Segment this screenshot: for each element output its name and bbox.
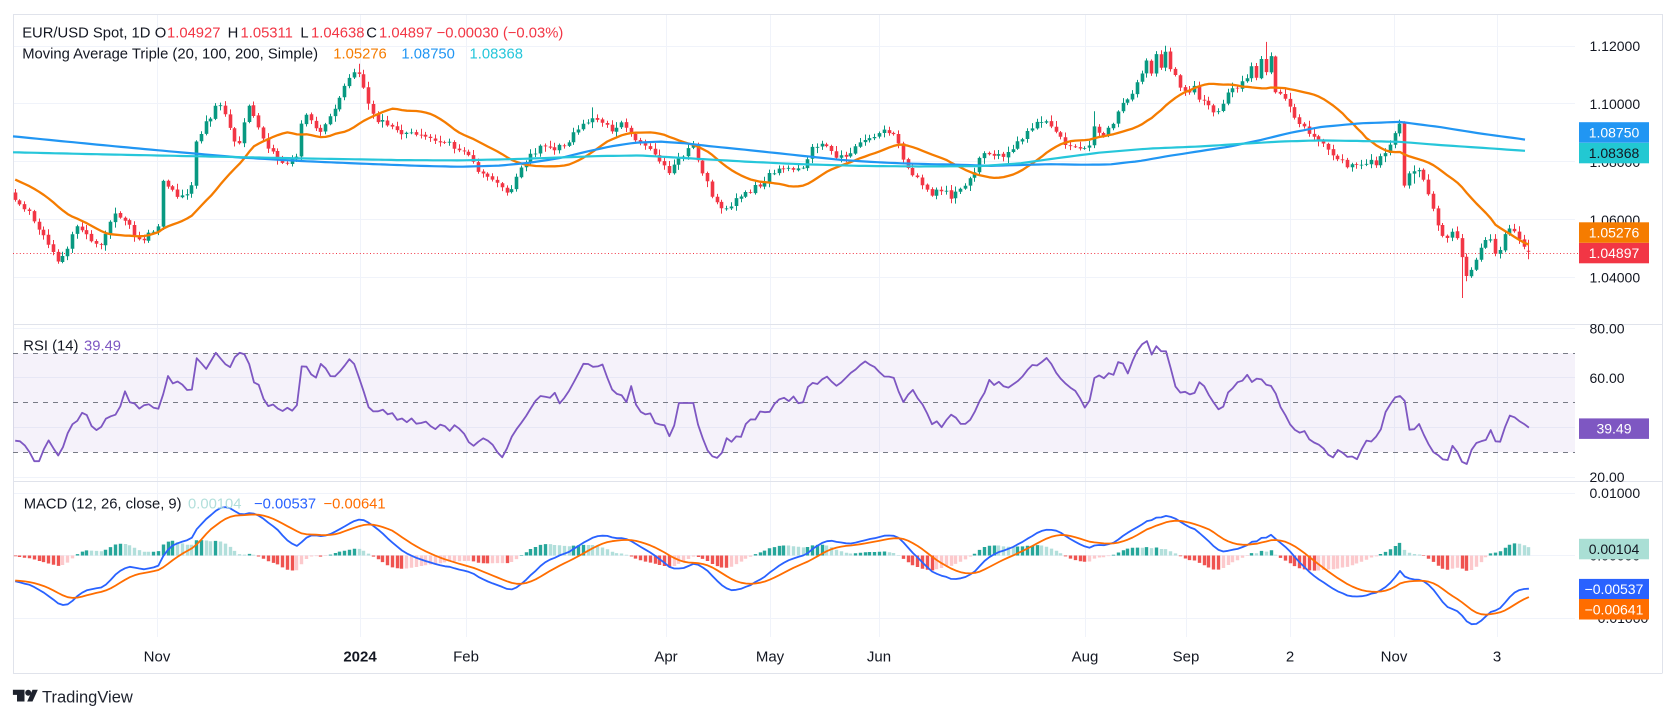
svg-text:−0.00537: −0.00537 xyxy=(1585,581,1644,597)
svg-text:Aug: Aug xyxy=(1072,649,1099,666)
svg-text:1.05276: 1.05276 xyxy=(333,47,387,63)
svg-text:Nov: Nov xyxy=(1381,649,1408,666)
svg-text:C: C xyxy=(366,26,377,42)
svg-text:1.08750: 1.08750 xyxy=(401,47,455,63)
svg-text:1.10000: 1.10000 xyxy=(1590,96,1641,112)
svg-text:3: 3 xyxy=(1493,649,1501,666)
svg-text:TradingView: TradingView xyxy=(42,689,133,707)
svg-text:RSI (14): RSI (14) xyxy=(23,339,78,355)
svg-text:60.00: 60.00 xyxy=(1590,370,1625,386)
svg-text:1.04897: 1.04897 xyxy=(1589,245,1640,261)
svg-text:1.04927: 1.04927 xyxy=(167,26,221,42)
svg-text:2: 2 xyxy=(1286,649,1294,666)
svg-text:−0.00537: −0.00537 xyxy=(254,497,316,513)
svg-text:Apr: Apr xyxy=(654,649,677,666)
svg-text:1.08368: 1.08368 xyxy=(1589,145,1640,161)
svg-text:Jun: Jun xyxy=(867,649,891,666)
svg-text:May: May xyxy=(756,649,785,666)
svg-text:1.12000: 1.12000 xyxy=(1590,38,1641,54)
svg-text:Nov: Nov xyxy=(144,649,171,666)
svg-text:H: H xyxy=(228,26,239,42)
svg-text:1.04000: 1.04000 xyxy=(1590,270,1641,286)
svg-text:39.49: 39.49 xyxy=(84,339,121,355)
svg-text:Feb: Feb xyxy=(453,649,479,666)
svg-text:MACD (12, 26, close, 9): MACD (12, 26, close, 9) xyxy=(24,497,182,513)
svg-text:0.01000: 0.01000 xyxy=(1590,485,1641,501)
svg-text:1.08368: 1.08368 xyxy=(470,47,524,63)
svg-text:EUR/USD Spot, 1D: EUR/USD Spot, 1D xyxy=(22,26,150,42)
svg-text:39.49: 39.49 xyxy=(1596,421,1631,437)
svg-text:−0.00030 (−0.03%): −0.00030 (−0.03%) xyxy=(437,26,564,42)
svg-text:Moving Average Triple (20, 100: Moving Average Triple (20, 100, 200, Sim… xyxy=(22,47,318,63)
svg-text:0.00104: 0.00104 xyxy=(1589,541,1640,557)
svg-text:L: L xyxy=(300,26,308,42)
svg-text:20.00: 20.00 xyxy=(1590,469,1625,485)
svg-text:1.08750: 1.08750 xyxy=(1589,124,1640,140)
svg-text:−0.00641: −0.00641 xyxy=(324,497,386,513)
svg-text:1.04638: 1.04638 xyxy=(311,26,365,42)
svg-text:2024: 2024 xyxy=(343,649,377,666)
svg-text:1.04897: 1.04897 xyxy=(379,26,433,42)
svg-text:0.00104: 0.00104 xyxy=(188,497,242,513)
svg-text:Sep: Sep xyxy=(1173,649,1200,666)
svg-text:80.00: 80.00 xyxy=(1590,320,1625,336)
svg-text:−0.00641: −0.00641 xyxy=(1585,601,1644,617)
svg-text:1.05276: 1.05276 xyxy=(1589,225,1640,241)
svg-text:O: O xyxy=(155,26,167,42)
svg-text:1.05311: 1.05311 xyxy=(241,26,293,42)
